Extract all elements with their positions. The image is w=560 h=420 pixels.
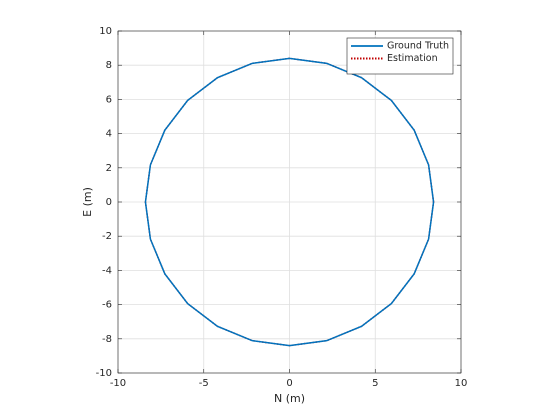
y-tick-label: 0 xyxy=(106,197,112,208)
x-tick-label: 5 xyxy=(372,378,378,389)
x-axis-label: N (m) xyxy=(274,392,305,405)
y-axis-label: E (m) xyxy=(81,187,94,217)
y-tick-label: -2 xyxy=(102,231,112,242)
y-tick-label: -4 xyxy=(102,265,112,276)
y-tick-label: -6 xyxy=(102,300,112,311)
y-tick-label: 6 xyxy=(106,94,112,105)
y-tick-label: 8 xyxy=(106,60,112,71)
y-tick-label: 4 xyxy=(106,129,112,140)
y-tick-label: -8 xyxy=(102,334,112,345)
y-tick-label: 10 xyxy=(99,26,112,37)
axes-box xyxy=(117,30,462,374)
legend-label: Estimation xyxy=(387,53,438,64)
x-tick-label: -5 xyxy=(199,378,209,389)
legend-label: Ground Truth xyxy=(387,41,449,52)
y-tick-label: -10 xyxy=(96,368,112,379)
legend-box xyxy=(346,37,454,75)
x-tick-label: 10 xyxy=(455,378,468,389)
series-line xyxy=(144,57,435,347)
x-tick-label: 0 xyxy=(286,378,292,389)
x-tick-label: -10 xyxy=(110,378,126,389)
y-tick-label: 2 xyxy=(106,163,112,174)
